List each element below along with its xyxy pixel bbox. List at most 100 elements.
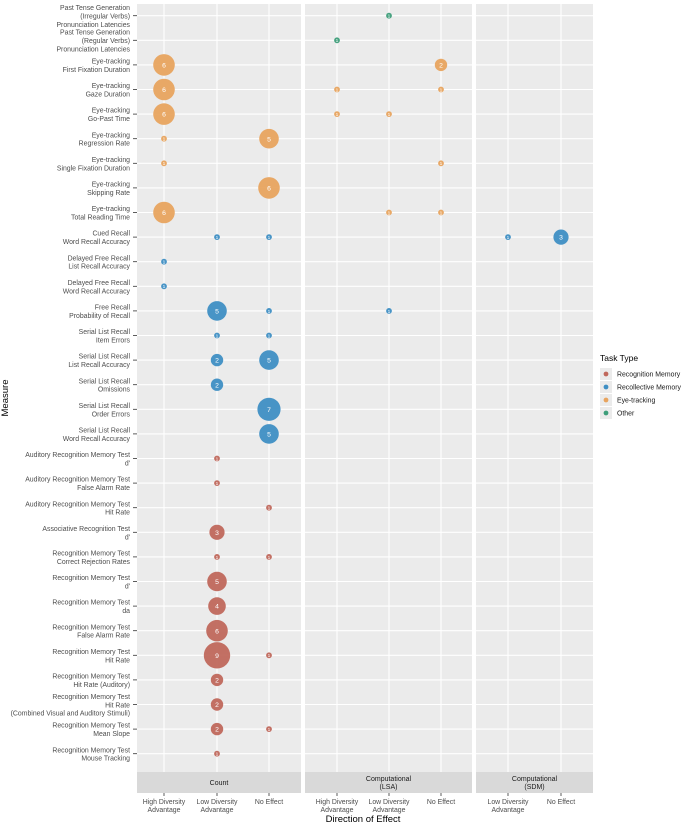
- bubble-eyetracking: 1: [161, 160, 167, 167]
- bubble-count-label: 6: [162, 87, 166, 94]
- bubble-count-label: 2: [439, 63, 443, 70]
- bubble-circle: [214, 480, 220, 486]
- bubble-eyetracking: 1: [438, 160, 444, 167]
- y-axis-tick-labels: Past Tense Generation (Irregular Verbs) Pr…: [11, 5, 137, 763]
- bubble-recollective: 7: [257, 397, 281, 421]
- bubble-count-label: 1: [216, 481, 219, 487]
- bubble-recognition: 4: [208, 597, 226, 615]
- bubble-count-label: 1: [388, 210, 391, 216]
- bubble-count-label: 1: [268, 555, 271, 561]
- bubble-count-label: 1: [440, 210, 443, 216]
- x-tick-label: No Effect: [255, 799, 283, 806]
- y-tick-label: Recognition Memory Test da: [52, 600, 130, 615]
- bubble-recollective: 1: [266, 308, 272, 315]
- bubble-circle: [505, 234, 511, 241]
- bubble-recollective: 3: [553, 229, 569, 245]
- bubble-eyetracking: 1: [438, 209, 444, 216]
- bubble-circle: [153, 103, 175, 125]
- bubble-circle: [334, 86, 340, 93]
- bubble-eyetracking: 6: [153, 78, 175, 101]
- legend-key: [603, 397, 609, 403]
- bubble-recollective: 1: [161, 258, 167, 266]
- legend-key: [603, 410, 609, 416]
- bubble-eyetracking: 1: [386, 209, 392, 216]
- facet-strip-1: [137, 772, 301, 793]
- y-tick-label: Recognition Memory Test Hit Rate: [52, 649, 130, 664]
- bubble-circle: [386, 209, 392, 216]
- bubble-count-label: 2: [215, 702, 219, 709]
- bubble-circle: [208, 597, 226, 615]
- bubble-recognition: 2: [210, 722, 224, 736]
- bubble-circle: [334, 111, 340, 117]
- bubble-circle: [438, 209, 444, 216]
- bubble-count-label: 2: [215, 382, 219, 389]
- y-tick-label: Recognition Memory Test False Alarm Rate: [52, 624, 130, 639]
- bubble-eyetracking: 2: [434, 58, 448, 72]
- y-tick-label: Recognition Memory Test Hit Rate (Auditor…: [52, 674, 130, 689]
- bubble-circle: [266, 308, 272, 314]
- bubble-count-label: 5: [215, 309, 219, 316]
- bubble-count-label: 5: [215, 579, 219, 586]
- bubble-recognition: 1: [214, 455, 220, 462]
- bubble-circle: [207, 571, 227, 592]
- bubble-recognition: 6: [206, 619, 228, 642]
- bubble-circle: [386, 308, 392, 314]
- bubble-recognition: 2: [210, 673, 224, 687]
- bubble-count-label: 1: [440, 161, 443, 167]
- bubble-count-label: 3: [215, 530, 219, 537]
- bubble-eyetracking: 6: [153, 103, 175, 125]
- bubble-eyetracking: 1: [334, 111, 340, 118]
- legend-label: Eye-tracking: [617, 397, 655, 404]
- y-tick-label: Auditory Recognition Memory Test Hit Rate: [25, 501, 130, 516]
- bubble-count-label: 1: [268, 235, 271, 241]
- bubble-count-label: 1: [388, 112, 391, 118]
- y-tick-label: Associative Recognition Test d': [42, 526, 130, 541]
- y-tick-label: Recognition Memory Test Hit Rate (Combined…: [11, 694, 131, 718]
- bubble-circle: [266, 504, 272, 511]
- bubble-recognition: 1: [266, 726, 272, 733]
- bubble-circle: [386, 111, 392, 117]
- legend-item: Eye-tracking: [600, 394, 655, 406]
- bubble-circle: [266, 726, 272, 732]
- facet-panel-3: [476, 4, 593, 772]
- y-axis-title: Measure: [0, 380, 11, 417]
- bubble-count-label: 1: [163, 137, 166, 143]
- bubble-count-label: 1: [268, 727, 271, 733]
- bubble-count-label: 1: [216, 555, 219, 561]
- bubble-count-label: 3: [559, 235, 563, 242]
- bubble-eyetracking: 6: [153, 201, 175, 224]
- bubble-count-label: 2: [215, 678, 219, 685]
- legend-title: Task Type: [600, 353, 638, 363]
- bubble-eyetracking: 6: [258, 177, 280, 199]
- bubble-circle: [553, 229, 569, 245]
- bubble-eyetracking: 6: [153, 54, 175, 76]
- bubble-recollective: 1: [214, 332, 220, 339]
- bubble-circle: [438, 160, 444, 167]
- bubble-recollective: 1: [505, 234, 511, 241]
- bubble-recollective: 1: [386, 308, 392, 315]
- y-tick-label: Serial List Recall Word Recall Accuracy: [63, 428, 131, 443]
- bubble-circle: [203, 642, 231, 669]
- bubble-recollective: 1: [214, 234, 220, 241]
- bubble-eyetracking: 1: [334, 86, 340, 93]
- facet-strip-2: [305, 772, 472, 793]
- legend-label: Other: [617, 410, 635, 417]
- bubble-circle: [266, 554, 272, 560]
- bubble-count-label: 1: [336, 112, 339, 118]
- bubble-circle: [214, 554, 220, 560]
- bubble-other: 1: [386, 12, 392, 20]
- y-tick-label: Eye-tracking Go-Past Time: [88, 108, 130, 123]
- bubble-count-label: 1: [388, 14, 391, 20]
- bubble-count-label: 1: [388, 309, 391, 315]
- facet-strip-label: Computational (LSA): [366, 776, 412, 791]
- bubble-circle: [259, 128, 279, 149]
- x-tick-label: No Effect: [547, 799, 575, 806]
- bubble-recognition: 2: [210, 698, 224, 711]
- bubble-count-label: 1: [507, 235, 510, 241]
- bubble-circle: [206, 619, 228, 642]
- facet-strips: Count Computational (LSA) Computational (SDM…: [137, 772, 593, 793]
- bubble-circle: [161, 160, 167, 167]
- bubble-count-label: 5: [267, 136, 271, 143]
- bubble-count-label: 5: [267, 358, 271, 365]
